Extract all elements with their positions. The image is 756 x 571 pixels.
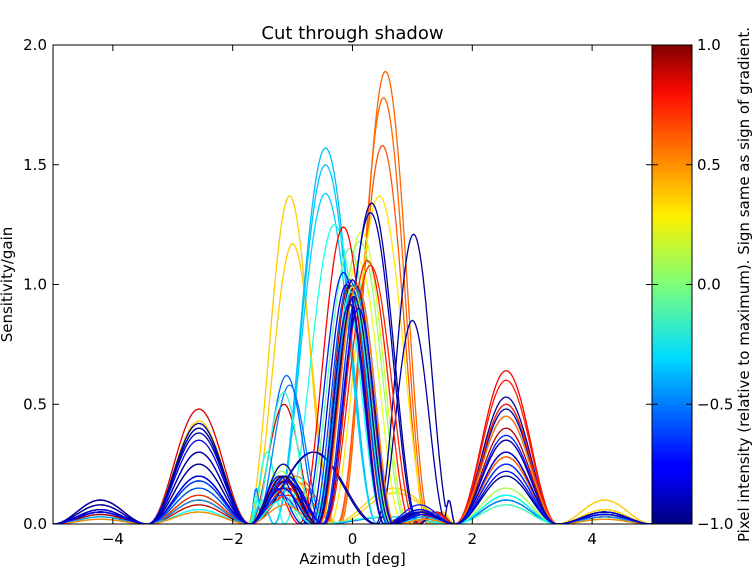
chart-title: Cut through shadow <box>261 23 443 44</box>
y-tick-label: 1.5 <box>23 156 47 174</box>
y-tick-label: 2.0 <box>23 36 47 54</box>
y-axis-label: Sensitivity/gain <box>0 227 16 343</box>
colorbar-tick-label: −0.5 <box>697 395 733 413</box>
series-layer <box>53 71 652 524</box>
series-line-7 <box>53 148 652 524</box>
series-line-3 <box>53 146 652 524</box>
colorbar-tick-label: 0.0 <box>697 276 721 294</box>
y-tick-label: 0.5 <box>23 395 47 413</box>
x-tick-label: 2 <box>468 530 478 548</box>
x-tick-label: −2 <box>222 530 244 548</box>
x-axis-label: Azimuth [deg] <box>299 550 406 568</box>
series-line-39 <box>53 308 652 524</box>
series-line-38 <box>53 304 652 524</box>
colorbar-tick-label: 0.5 <box>697 156 721 174</box>
y-tick-label: 1.0 <box>23 276 47 294</box>
x-tick-label: 0 <box>348 530 358 548</box>
colorbar-tick-label: 1.0 <box>697 36 721 54</box>
x-tick-label: 4 <box>587 530 597 548</box>
colorbar-tick-label: −1.0 <box>697 515 733 533</box>
series-line-17 <box>53 392 652 524</box>
y-tick-label: 0.0 <box>23 515 47 533</box>
x-tick-label: −4 <box>102 530 124 548</box>
colorbar-label: Pixel intensity (relative to maximum). S… <box>735 27 753 542</box>
